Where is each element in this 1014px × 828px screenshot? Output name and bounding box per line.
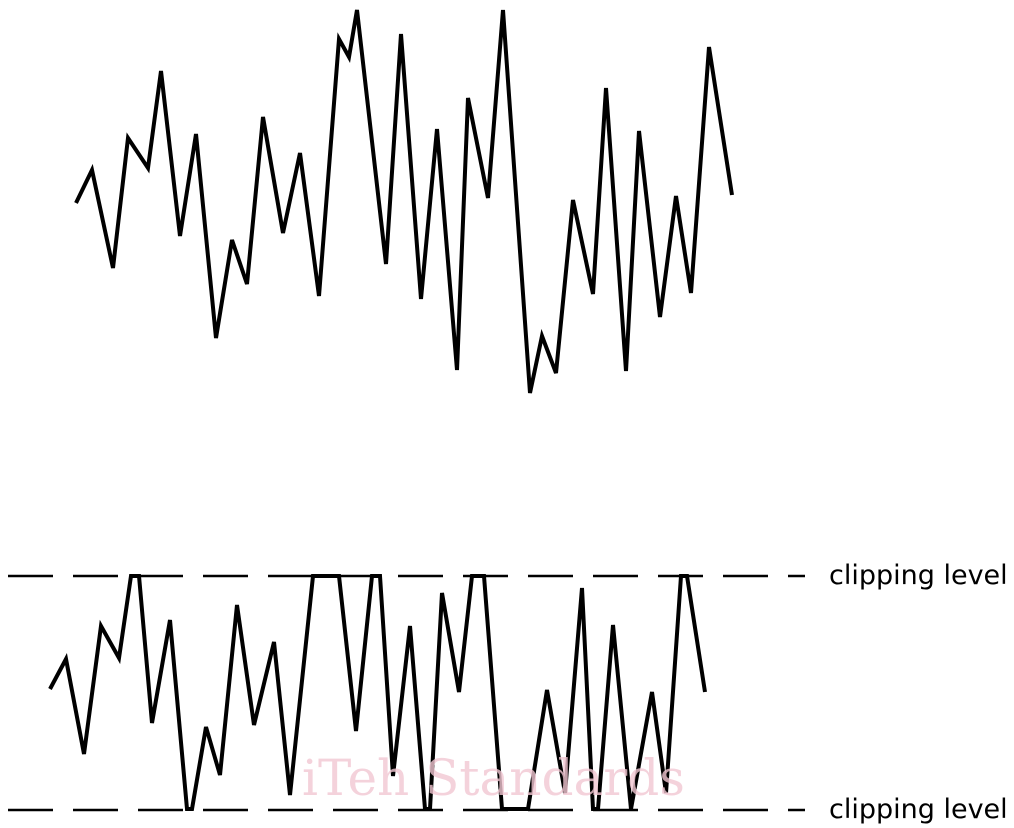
clipped-signal-trace	[48, 574, 707, 811]
original-signal-trace	[74, 9, 734, 394]
upper-clipping-level-label: clipping level	[829, 560, 1008, 591]
lower-clipping-level-label: clipping level	[829, 794, 1008, 825]
watermark-text: iTeh Standards	[302, 749, 685, 807]
